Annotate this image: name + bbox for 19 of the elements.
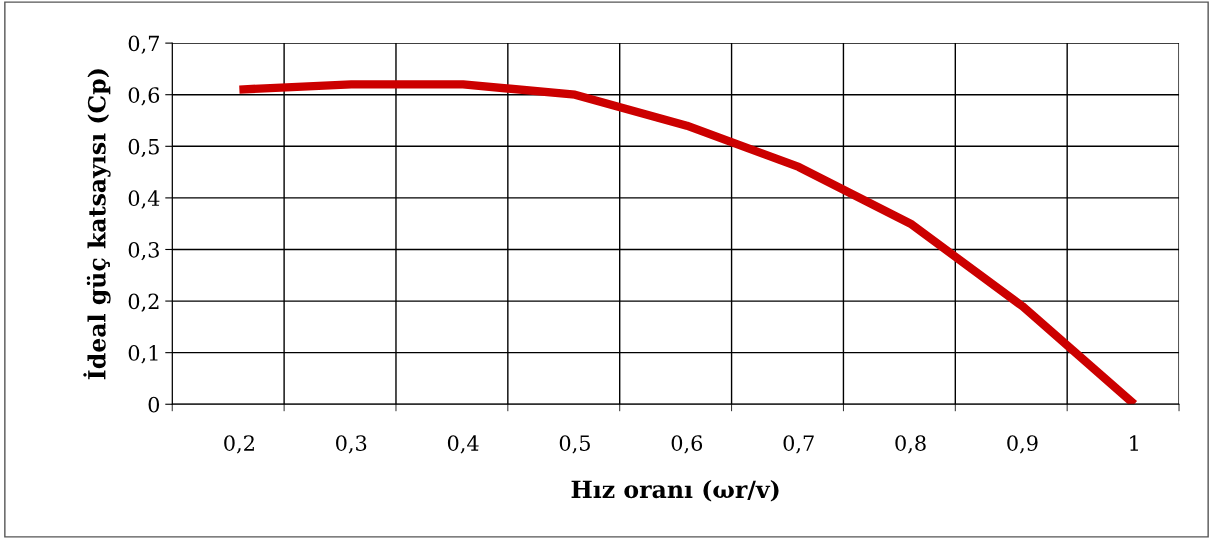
y-tick-label: 0,4 xyxy=(128,190,160,209)
y-axis-title: İdeal güç katsayısı (Cp) xyxy=(83,69,111,380)
y-tick-label: 0,1 xyxy=(128,345,158,364)
x-tick-label: 0,9 xyxy=(1007,435,1038,454)
x-tick-label: 0,7 xyxy=(783,435,814,454)
y-tick-label: 0,5 xyxy=(128,138,159,158)
y-tick-label: 0 xyxy=(148,396,160,413)
x-tick-label: 0,8 xyxy=(895,435,926,454)
x-axis-title: Hız oranı (ωr/v) xyxy=(571,479,779,502)
x-tick-label: 1 xyxy=(1130,435,1138,451)
x-tick-label: 0,3 xyxy=(336,435,367,454)
y-tick-label: 0,7 xyxy=(128,35,159,54)
x-tick-label: 0,2 xyxy=(224,435,254,454)
x-tick-label: 0,6 xyxy=(671,435,703,454)
x-tick-label: 0,4 xyxy=(447,435,479,454)
y-tick-label: 0,3 xyxy=(128,241,159,261)
y-tick-label: 0,6 xyxy=(128,87,160,106)
y-tick-label: 0,2 xyxy=(128,293,159,312)
x-tick-label: 0,5 xyxy=(559,435,590,454)
